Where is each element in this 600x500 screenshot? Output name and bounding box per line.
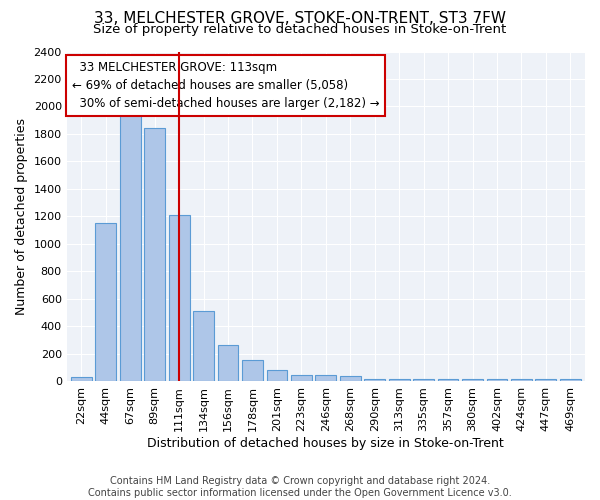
Bar [437,378,458,382]
Bar [560,378,581,382]
Bar [487,378,508,382]
Bar [462,378,483,382]
Bar [95,224,116,382]
Text: 33 MELCHESTER GROVE: 113sqm
← 69% of detached houses are smaller (5,058)
  30% o: 33 MELCHESTER GROVE: 113sqm ← 69% of det… [72,62,379,110]
Bar [291,374,312,382]
Bar [535,378,556,382]
Bar [266,370,287,382]
Bar [242,360,263,382]
Bar [364,378,385,382]
Bar [316,376,336,382]
Y-axis label: Number of detached properties: Number of detached properties [15,118,28,315]
Bar [169,215,190,382]
Bar [389,378,410,382]
Bar [144,128,165,382]
Text: Contains HM Land Registry data © Crown copyright and database right 2024.
Contai: Contains HM Land Registry data © Crown c… [88,476,512,498]
Bar [193,312,214,382]
Bar [413,380,434,382]
Text: 33, MELCHESTER GROVE, STOKE-ON-TRENT, ST3 7FW: 33, MELCHESTER GROVE, STOKE-ON-TRENT, ST… [94,11,506,26]
Bar [511,378,532,382]
X-axis label: Distribution of detached houses by size in Stoke-on-Trent: Distribution of detached houses by size … [148,437,504,450]
Bar [340,376,361,382]
Bar [218,345,238,382]
Bar [71,378,92,382]
Text: Size of property relative to detached houses in Stoke-on-Trent: Size of property relative to detached ho… [94,22,506,36]
Bar [120,112,140,382]
